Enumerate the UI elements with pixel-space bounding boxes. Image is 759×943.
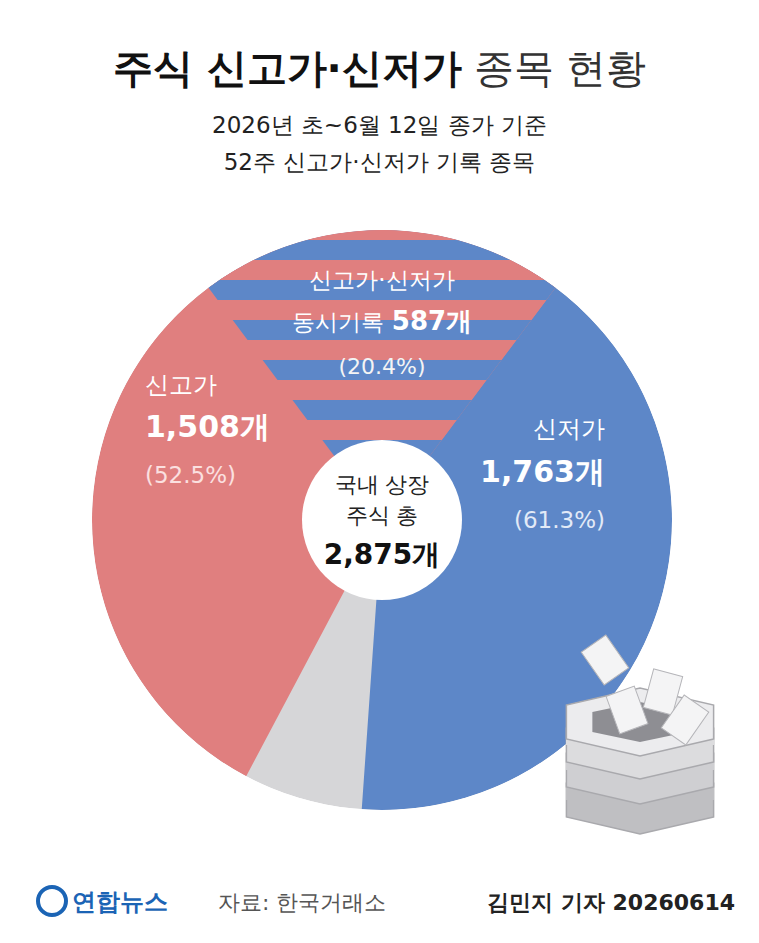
credit: 김민지 기자 20260614 bbox=[487, 890, 735, 915]
percent-label: (52.5%) bbox=[145, 462, 236, 488]
total-value: 2,875개 bbox=[324, 538, 441, 571]
title-main: 주식 신고가·신저가 bbox=[113, 45, 462, 91]
overlap-category: 동시기록 bbox=[292, 309, 384, 335]
source: 자료: 한국거래소 bbox=[218, 890, 386, 915]
labels: 신고가·신저가동시기록 587개 (20.4%) 신고가 1,508개 (52.5%) 신저… bbox=[145, 267, 605, 571]
ballot-paper bbox=[581, 635, 629, 685]
data-label: 1,763개 bbox=[480, 454, 605, 489]
title: 주식 신고가·신저가 종목 현황 bbox=[113, 45, 647, 91]
ballot-box-icon bbox=[566, 635, 714, 834]
data-label: 1,508개 bbox=[145, 409, 270, 444]
percent-label: (20.4%) bbox=[338, 354, 425, 379]
total-label: 국내 상장 bbox=[335, 472, 430, 497]
footer: 연합뉴스 자료: 한국거래소 김민지 기자 20260614 bbox=[38, 887, 735, 916]
ballot-paper bbox=[606, 686, 648, 734]
ballot-paper bbox=[661, 695, 709, 745]
category-label: 신고가 bbox=[145, 371, 217, 399]
title-suffix: 종목 현황 bbox=[474, 45, 647, 91]
logo: 연합뉴스 bbox=[72, 888, 168, 916]
overlap-category: 신고가·신저가 bbox=[309, 267, 454, 293]
slice bbox=[92, 230, 556, 776]
subtitle: 52주 신고가·신저가 기록 종목 bbox=[224, 149, 536, 175]
overlap-label-line: 신고가·신저가 bbox=[309, 267, 454, 293]
total-label: 주식 총 bbox=[346, 503, 419, 528]
subtitle: 2026년 초~6월 12일 종가 기준 bbox=[212, 112, 547, 138]
center-disc bbox=[302, 440, 462, 600]
overlap-label-line: 동시기록 587개 bbox=[292, 306, 472, 336]
percent-label: (61.3%) bbox=[514, 507, 605, 533]
chart-canvas: 주식 신고가·신저가 종목 현황 2026년 초~6월 12일 종가 기준 52주 신… bbox=[0, 0, 759, 943]
data-label: 587개 bbox=[392, 306, 472, 336]
category-label: 신저가 bbox=[533, 415, 605, 443]
logo-icon bbox=[38, 887, 66, 915]
